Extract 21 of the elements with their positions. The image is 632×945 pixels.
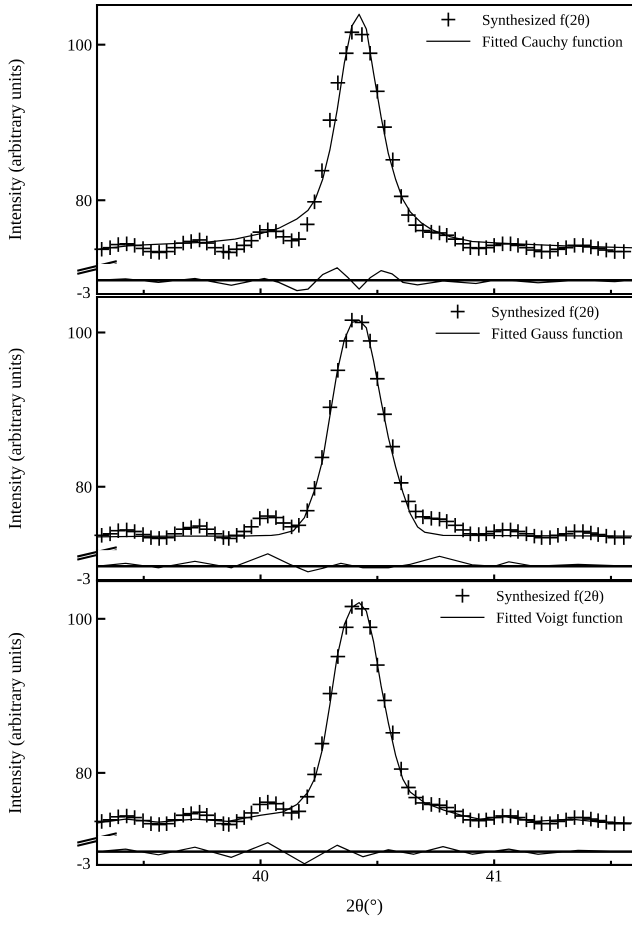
y-tick-label: 80 (76, 194, 92, 206)
y-axis-title: Intensity (arbitrary units) (8, 60, 25, 240)
legend-label: Fitted Cauchy function (482, 36, 623, 50)
legend-label: Synthesized f(2θ) (497, 590, 604, 604)
legend-label: Synthesized f(2θ) (482, 14, 590, 28)
y-tick-label: 100 (68, 39, 92, 51)
y-tick-label: 80 (76, 768, 92, 779)
legend-label: Synthesized f(2θ) (492, 306, 598, 320)
x-tick-label: 41 (486, 870, 502, 882)
text: -3 (77, 573, 90, 584)
legend-label: Fitted Gauss function (492, 328, 623, 339)
y-axis-title: Intensity (arbitrary units) (8, 633, 25, 814)
y-tick-label: 100 (68, 327, 92, 338)
y-tick-label: 80 (76, 481, 92, 493)
text: -3 (77, 858, 90, 870)
x-tick-label: 40 (252, 870, 268, 882)
y-axis-title: Intensity (arbitrary units) (8, 348, 25, 529)
y-tick-label: 100 (68, 614, 92, 625)
text: -3 (77, 286, 90, 298)
x-axis-title: 2θ(°) (346, 898, 382, 916)
legend-label: Fitted Voigt function (496, 612, 623, 626)
